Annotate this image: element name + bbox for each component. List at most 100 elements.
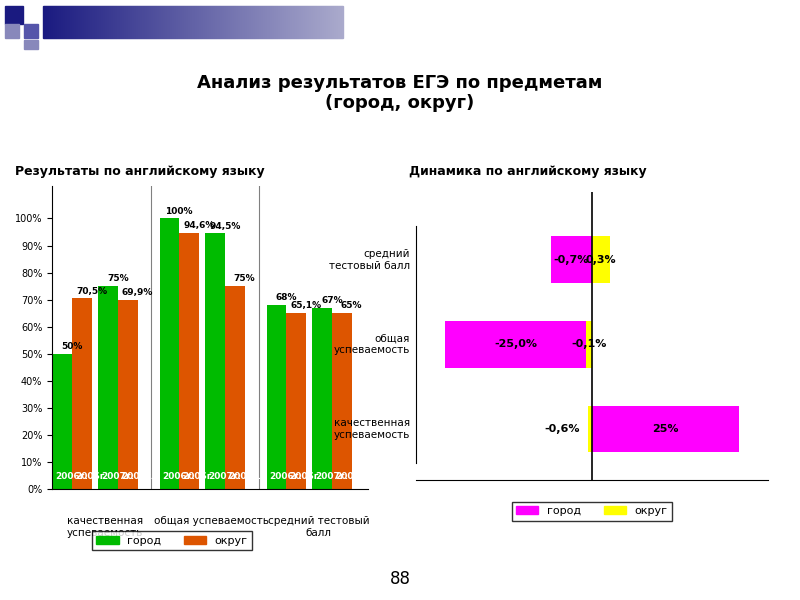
Text: Динамика по английскому языку: Динамика по английскому языку (409, 164, 647, 178)
Bar (332, 6, 333, 38)
Bar (235, 6, 236, 38)
Bar (329, 6, 330, 38)
Bar (128, 6, 129, 38)
Bar (240, 6, 241, 38)
Bar (268, 6, 269, 38)
Bar (96, 6, 97, 38)
Bar (136, 6, 137, 38)
Bar (159, 218, 179, 489)
Bar (310, 6, 311, 38)
Bar (259, 6, 260, 38)
Bar (99, 6, 100, 38)
Bar (298, 6, 299, 38)
Bar (51, 6, 52, 38)
Bar (239, 6, 240, 38)
Bar (43, 6, 44, 38)
Bar (117, 6, 118, 38)
Bar (132, 6, 133, 38)
Bar (274, 6, 275, 38)
Bar (118, 6, 119, 38)
Bar (283, 6, 284, 38)
Bar (59, 6, 60, 38)
Bar (79, 6, 80, 38)
Bar (301, 6, 302, 38)
Bar (295, 6, 296, 38)
Bar (340, 6, 341, 38)
Bar (256, 6, 257, 38)
Bar (225, 6, 226, 38)
Bar (215, 6, 216, 38)
Bar (127, 6, 128, 38)
Bar (232, 6, 233, 38)
Bar (281, 6, 282, 38)
Bar (159, 6, 160, 38)
Bar (211, 6, 212, 38)
Text: 2007г.: 2007г. (102, 472, 134, 481)
Bar (45, 6, 46, 38)
Bar (297, 6, 298, 38)
Bar (180, 6, 181, 38)
Bar (551, 236, 592, 283)
Text: 25%: 25% (652, 424, 678, 434)
Bar (125, 6, 126, 38)
Bar (120, 6, 121, 38)
Bar (317, 6, 318, 38)
Bar (73, 6, 74, 38)
Bar (75, 6, 76, 38)
Bar (49, 6, 50, 38)
Bar (87, 6, 88, 38)
Text: 50%: 50% (61, 342, 82, 351)
Bar (140, 6, 141, 38)
Bar (223, 6, 224, 38)
Bar (146, 6, 147, 38)
Text: 88: 88 (390, 570, 410, 588)
Bar (172, 6, 173, 38)
Bar (154, 6, 155, 38)
Bar (308, 6, 309, 38)
Bar (286, 6, 287, 38)
Bar (155, 6, 156, 38)
Bar (46, 6, 47, 38)
Bar (169, 6, 170, 38)
Bar (53, 354, 72, 489)
Bar (279, 6, 280, 38)
Bar (106, 6, 107, 38)
Bar (98, 6, 99, 38)
Bar (24, 40, 38, 49)
Bar (177, 6, 178, 38)
Bar (292, 6, 293, 38)
Bar (214, 6, 215, 38)
Bar (107, 6, 108, 38)
Bar (245, 6, 246, 38)
Bar (229, 6, 230, 38)
Bar (194, 6, 195, 38)
Bar (221, 6, 222, 38)
Bar (196, 6, 197, 38)
Bar (273, 6, 274, 38)
Bar (5, 24, 19, 38)
Text: 2007г.: 2007г. (228, 472, 261, 481)
Bar (86, 6, 87, 38)
Bar (269, 6, 270, 38)
Bar (213, 6, 214, 38)
Text: 2007г.: 2007г. (208, 472, 242, 481)
Bar (233, 6, 234, 38)
Bar (150, 6, 151, 38)
Bar (227, 6, 228, 38)
Bar (58, 6, 59, 38)
Text: -0,7%: -0,7% (554, 255, 589, 265)
Bar (47, 6, 48, 38)
Bar (135, 6, 136, 38)
Bar (114, 6, 115, 38)
Bar (205, 6, 206, 38)
Bar (85, 6, 86, 38)
Bar (124, 6, 125, 38)
Bar (161, 6, 162, 38)
Bar (246, 6, 247, 38)
Bar (118, 300, 138, 489)
Bar (186, 6, 187, 38)
Bar (57, 6, 58, 38)
Bar (74, 6, 75, 38)
Bar (183, 6, 184, 38)
Text: 2006г.: 2006г. (162, 472, 195, 481)
